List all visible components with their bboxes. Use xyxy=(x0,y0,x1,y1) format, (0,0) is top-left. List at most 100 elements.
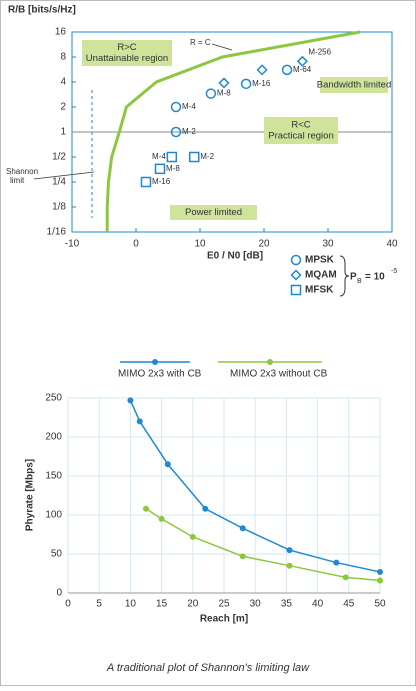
annotation: Power limited xyxy=(185,207,242,218)
point xyxy=(239,553,246,560)
point xyxy=(189,533,196,540)
point-label: M-8 xyxy=(217,89,231,98)
point-label: M-4 xyxy=(152,152,166,161)
curve-label: R = C xyxy=(190,38,211,47)
legend-label: MPSK xyxy=(305,255,335,266)
annotation: Shannon xyxy=(6,167,38,176)
legend-marker xyxy=(267,359,273,365)
point-label: M-16 xyxy=(152,177,171,186)
y-axis-label: R/B [bits/s/Hz] xyxy=(8,5,76,16)
x-tick-label: 0 xyxy=(65,599,71,610)
point xyxy=(136,418,143,425)
point xyxy=(202,505,209,512)
point-label: M-2 xyxy=(200,152,214,161)
x-tick-label: 5 xyxy=(96,599,102,610)
point-label: M-8 xyxy=(166,164,180,173)
legend-label: MQAM xyxy=(305,270,337,281)
annotation: R>C xyxy=(117,42,136,53)
point-label: M-256 xyxy=(308,47,331,56)
y-tick-label: 200 xyxy=(45,432,62,443)
legend-marker xyxy=(290,269,302,281)
x-tick-label: 20 xyxy=(258,239,270,250)
legend-label: MIMO 2x3 with CB xyxy=(118,369,202,380)
point xyxy=(342,574,349,581)
x-tick-label: 35 xyxy=(281,599,293,610)
legend-note: B xyxy=(357,278,362,285)
y-tick-label: 2 xyxy=(60,102,66,113)
y-tick-label: 100 xyxy=(45,510,62,521)
point xyxy=(164,461,171,468)
x-tick-label: 30 xyxy=(322,239,334,250)
x-axis-label: Reach [m] xyxy=(200,614,248,625)
x-tick-label: 15 xyxy=(156,599,168,610)
x-tick-label: 0 xyxy=(133,239,139,250)
legend-note: = 10 xyxy=(365,272,385,283)
shannon-curve xyxy=(105,30,361,232)
marker xyxy=(170,126,182,138)
marker xyxy=(170,101,182,113)
y-tick-label: 1/16 xyxy=(47,227,67,238)
y-tick-label: 16 xyxy=(55,27,67,38)
y-tick-label: 4 xyxy=(60,77,66,88)
y-tick-label: 50 xyxy=(51,549,63,560)
legend-marker xyxy=(290,254,302,266)
legend-note: P xyxy=(350,272,357,283)
point xyxy=(158,515,165,522)
annotation: limit xyxy=(10,176,25,185)
x-tick-label: -10 xyxy=(65,239,80,250)
x-axis-label: E0 / N0 [dB] xyxy=(207,251,263,262)
legend-note: -5 xyxy=(391,268,397,275)
point xyxy=(127,397,134,404)
x-tick-label: 25 xyxy=(218,599,230,610)
y-tick-label: 0 xyxy=(56,588,62,599)
point xyxy=(286,562,293,569)
legend-label: MIMO 2x3 without CB xyxy=(230,369,328,380)
x-tick-label: 50 xyxy=(374,599,386,610)
x-tick-label: 30 xyxy=(250,599,262,610)
legend-label: MFSK xyxy=(305,285,334,296)
marker xyxy=(140,176,152,188)
marker xyxy=(166,151,178,163)
point-label: M-2 xyxy=(182,127,196,136)
caption: A traditional plot of Shannon's limiting… xyxy=(106,662,310,674)
annotation-box xyxy=(264,117,338,144)
point xyxy=(333,559,340,566)
y-tick-label: 1/4 xyxy=(52,177,66,188)
marker xyxy=(281,64,293,76)
marker xyxy=(296,55,308,67)
y-axis-label: Phyrate [Mbps] xyxy=(25,459,36,531)
x-tick-label: 45 xyxy=(343,599,355,610)
marker xyxy=(256,64,268,76)
y-tick-label: 1 xyxy=(60,127,66,138)
point xyxy=(143,505,149,512)
series-line xyxy=(129,400,381,573)
y-tick-label: 1/2 xyxy=(52,152,66,163)
shannon-arrow xyxy=(33,171,95,180)
marker xyxy=(154,163,166,175)
point-label: M-16 xyxy=(252,79,271,88)
annotation-box xyxy=(170,205,257,220)
point xyxy=(377,577,383,584)
marker xyxy=(218,77,230,89)
point xyxy=(286,547,293,554)
y-tick-label: 250 xyxy=(45,393,62,404)
y-tick-label: 8 xyxy=(60,52,66,63)
x-tick-label: 10 xyxy=(125,599,137,610)
annotation: R<C xyxy=(291,120,310,131)
marker xyxy=(240,78,252,90)
y-tick-label: 1/8 xyxy=(52,202,66,213)
annotation-box xyxy=(82,40,172,66)
marker xyxy=(188,151,200,163)
point-label: M-64 xyxy=(293,65,312,74)
legend-marker xyxy=(290,284,302,296)
annotation: Unattainable region xyxy=(86,53,168,64)
annotation-box xyxy=(320,77,388,93)
annotation: Bandwidth limited xyxy=(317,80,391,91)
annotation: Practical region xyxy=(268,131,333,142)
x-tick-label: 10 xyxy=(194,239,206,250)
point xyxy=(239,525,246,532)
point xyxy=(377,568,383,575)
x-tick-label: 20 xyxy=(187,599,199,610)
